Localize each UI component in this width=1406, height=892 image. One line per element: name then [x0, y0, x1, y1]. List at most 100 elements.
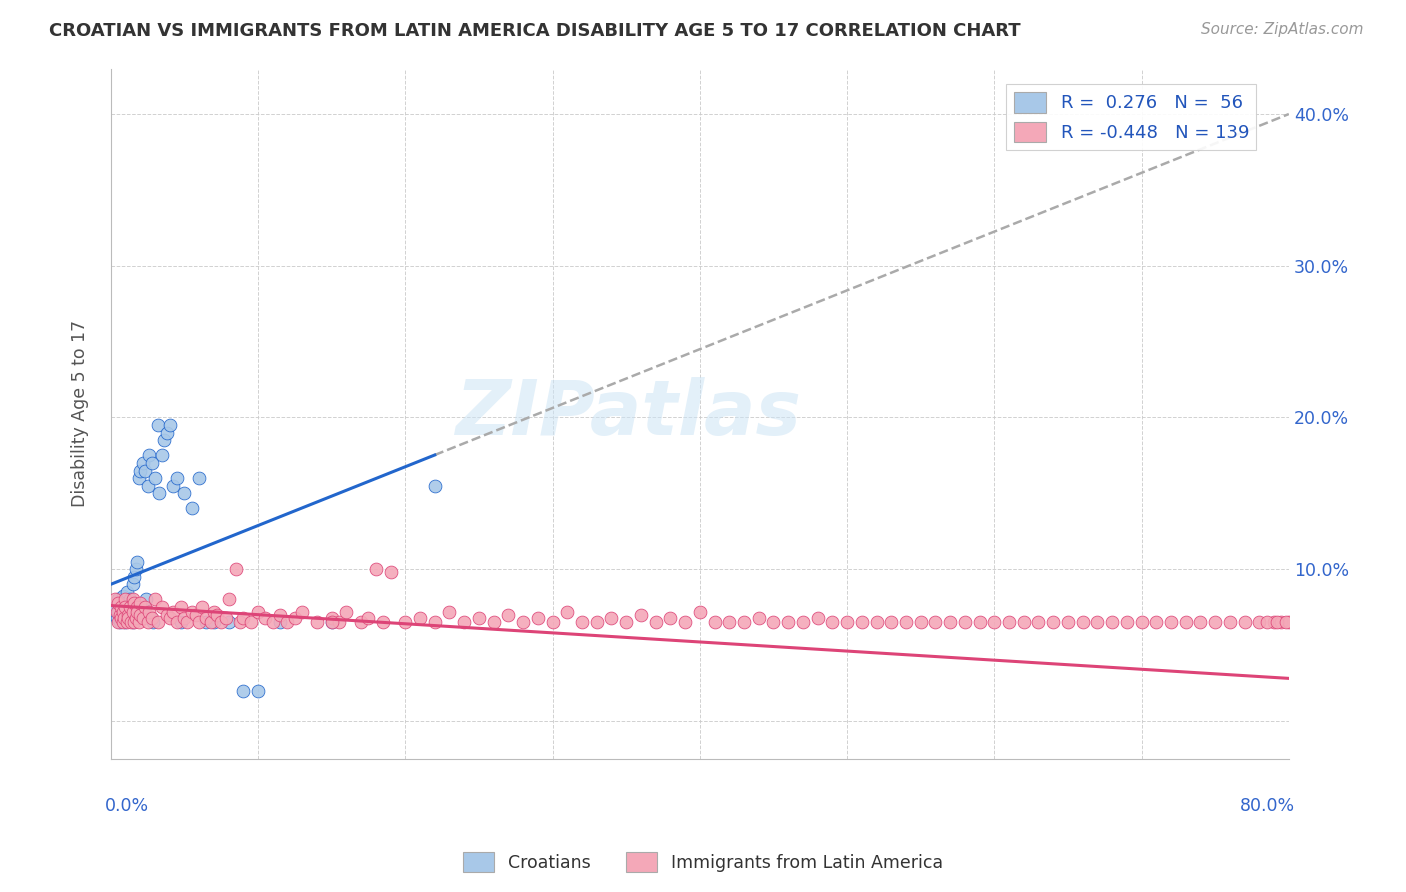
Point	[218, 615, 240, 630]
Point	[409, 610, 432, 624]
Point	[127, 600, 149, 615]
Point	[162, 479, 184, 493]
Point	[321, 610, 343, 624]
Point	[159, 417, 181, 432]
Point	[143, 471, 166, 485]
Point	[498, 607, 520, 622]
Point	[108, 607, 131, 622]
Point	[121, 592, 143, 607]
Text: Source: ZipAtlas.com: Source: ZipAtlas.com	[1201, 22, 1364, 37]
Point	[924, 615, 946, 630]
Point	[132, 610, 155, 624]
Point	[114, 605, 136, 619]
Point	[118, 600, 141, 615]
Point	[762, 615, 785, 630]
Point	[350, 615, 373, 630]
Point	[138, 605, 160, 619]
Point	[1256, 615, 1278, 630]
Point	[880, 615, 903, 630]
Point	[247, 605, 270, 619]
Point	[152, 433, 174, 447]
Point	[124, 615, 146, 630]
Point	[202, 605, 225, 619]
Point	[148, 486, 170, 500]
Point	[1270, 615, 1292, 630]
Y-axis label: Disability Age 5 to 17: Disability Age 5 to 17	[72, 320, 89, 508]
Point	[254, 610, 277, 624]
Point	[146, 615, 169, 630]
Point	[394, 615, 416, 630]
Point	[107, 592, 129, 607]
Point	[110, 607, 132, 622]
Point	[121, 577, 143, 591]
Point	[121, 615, 143, 630]
Point	[482, 615, 505, 630]
Point	[117, 610, 139, 624]
Point	[114, 600, 136, 615]
Point	[357, 610, 380, 624]
Point	[218, 592, 240, 607]
Point	[156, 607, 179, 622]
Point	[585, 615, 607, 630]
Point	[1042, 615, 1064, 630]
Point	[110, 595, 132, 609]
Point	[125, 610, 148, 624]
Point	[555, 605, 578, 619]
Point	[328, 615, 350, 630]
Point	[108, 615, 131, 630]
Point	[439, 605, 461, 619]
Point	[276, 615, 298, 630]
Point	[159, 610, 181, 624]
Point	[205, 607, 228, 622]
Point	[117, 607, 139, 622]
Point	[186, 607, 208, 622]
Point	[142, 615, 165, 630]
Point	[170, 615, 193, 630]
Point	[1057, 615, 1080, 630]
Point	[124, 570, 146, 584]
Point	[173, 486, 195, 500]
Point	[998, 615, 1021, 630]
Point	[114, 615, 136, 630]
Point	[269, 607, 291, 622]
Point	[117, 600, 139, 615]
Point	[214, 610, 236, 624]
Point	[127, 605, 149, 619]
Point	[953, 615, 976, 630]
Point	[291, 605, 314, 619]
Point	[673, 615, 696, 630]
Point	[1174, 615, 1197, 630]
Text: CROATIAN VS IMMIGRANTS FROM LATIN AMERICA DISABILITY AGE 5 TO 17 CORRELATION CHA: CROATIAN VS IMMIGRANTS FROM LATIN AMERIC…	[49, 22, 1021, 40]
Point	[150, 449, 173, 463]
Point	[124, 610, 146, 624]
Point	[166, 471, 188, 485]
Point	[173, 610, 195, 624]
Point	[1101, 615, 1123, 630]
Point	[132, 456, 155, 470]
Point	[939, 615, 962, 630]
Point	[120, 615, 142, 630]
Point	[141, 456, 163, 470]
Point	[150, 600, 173, 615]
Point	[910, 615, 932, 630]
Point	[209, 615, 232, 630]
Point	[335, 605, 357, 619]
Point	[262, 615, 284, 630]
Point	[107, 605, 129, 619]
Point	[305, 615, 328, 630]
Point	[111, 605, 134, 619]
Point	[110, 610, 132, 624]
Point	[200, 615, 222, 630]
Point	[162, 605, 184, 619]
Point	[129, 607, 152, 622]
Point	[983, 615, 1005, 630]
Point	[1028, 615, 1050, 630]
Point	[124, 595, 146, 609]
Point	[111, 600, 134, 615]
Point	[225, 562, 247, 576]
Point	[195, 615, 218, 630]
Point	[894, 615, 917, 630]
Point	[166, 615, 188, 630]
Point	[792, 615, 814, 630]
Point	[835, 615, 858, 630]
